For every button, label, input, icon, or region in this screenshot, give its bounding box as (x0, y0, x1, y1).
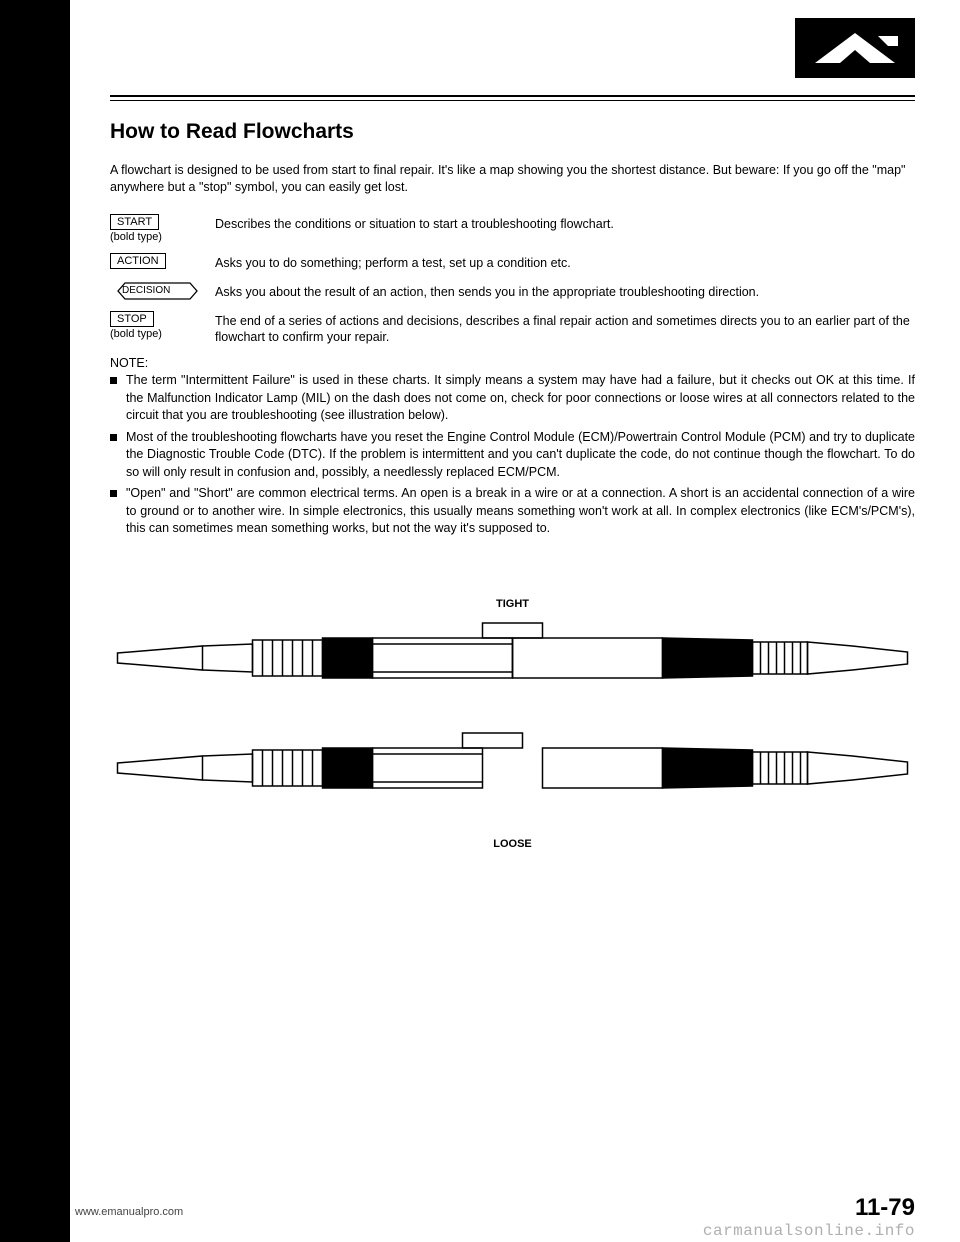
intro-paragraph: A flowchart is designed to be used from … (110, 162, 915, 196)
note-item: Most of the troubleshooting flowcharts h… (110, 429, 915, 482)
note-item: "Open" and "Short" are common electrical… (110, 485, 915, 538)
bold-type-label: (bold type) (110, 231, 162, 243)
stop-symbol: STOP (110, 311, 154, 327)
def-text: Describes the conditions or situation to… (215, 214, 915, 233)
bold-type-label: (bold type) (110, 328, 162, 340)
tight-label: TIGHT (110, 598, 915, 610)
def-text: Asks you to do something; perform a test… (215, 253, 915, 272)
symbol-definitions: START (bold type) Describes the conditio… (110, 214, 915, 347)
binding-tab (10, 120, 70, 160)
note-item: The term "Intermittent Failure" is used … (110, 372, 915, 425)
page-title: How to Read Flowcharts (110, 120, 915, 144)
connector-loose-illustration (110, 728, 915, 808)
binding-tab (10, 595, 70, 635)
def-row-stop: STOP (bold type) The end of a series of … (110, 311, 915, 347)
def-text: Asks you about the result of an action, … (215, 282, 915, 301)
def-text: The end of a series of actions and decis… (215, 311, 915, 347)
horizontal-rule (110, 95, 915, 97)
connector-tight-illustration (110, 618, 915, 698)
note-list: The term "Intermittent Failure" is used … (110, 372, 915, 538)
def-row-decision: DECISION Asks you about the result of an… (110, 282, 915, 301)
loose-label: LOOSE (110, 838, 915, 850)
def-row-action: ACTION Asks you to do something; perform… (110, 253, 915, 272)
footer-url: www.emanualpro.com (75, 1206, 183, 1218)
watermark: carmanualsonline.info (703, 1222, 915, 1240)
def-row-start: START (bold type) Describes the conditio… (110, 214, 915, 243)
page-content: How to Read Flowcharts A flowchart is de… (110, 120, 915, 858)
note-header: NOTE: (110, 356, 915, 370)
illustration-block: TIGHT (110, 598, 915, 850)
horizontal-rule (110, 100, 915, 101)
start-symbol: START (110, 214, 159, 230)
decision-symbol: DECISION (110, 282, 205, 300)
action-symbol: ACTION (110, 253, 166, 269)
binding-tab (10, 1100, 70, 1140)
page-number: 11-79 (855, 1194, 915, 1222)
manufacturer-logo (795, 18, 915, 78)
